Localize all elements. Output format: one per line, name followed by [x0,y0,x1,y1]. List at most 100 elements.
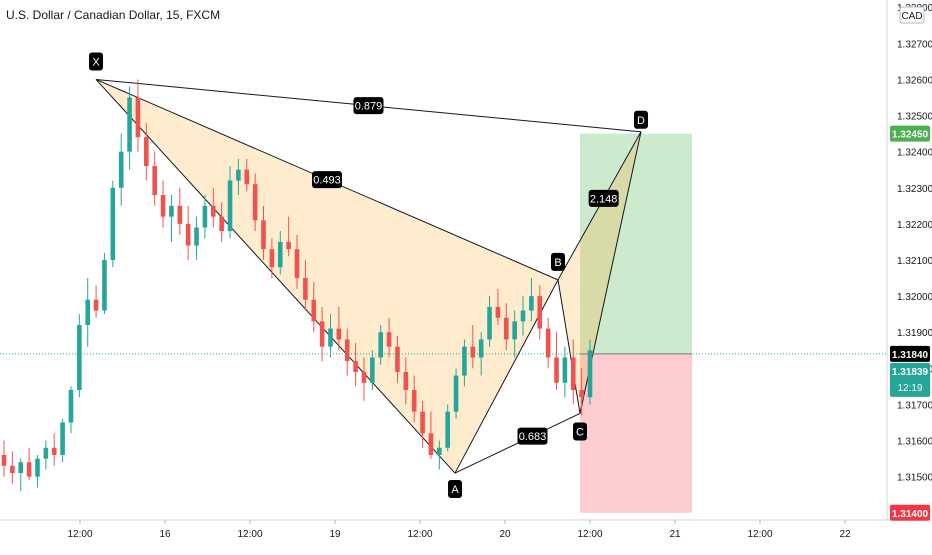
candle [10,451,15,484]
point-label: X [89,52,103,71]
candle-body [277,241,283,268]
candle-body [269,249,275,268]
candle-body [462,346,467,376]
candle-body [370,357,375,383]
candle [554,332,559,390]
y-tick-label: 1.32200 [897,220,932,231]
price-line-tag: 1.31840 [890,345,930,362]
candle [102,252,107,315]
point-label-box [448,480,462,499]
candle [311,281,317,333]
y-tick-label: 1.32500 [897,112,932,123]
chart-title: U.S. Dollar / Canadian Dollar, 15, FXCM [6,8,221,22]
candle-body [160,195,166,217]
candle [43,440,49,470]
candle [244,158,250,192]
candle [336,306,342,351]
candle-body [177,205,183,224]
candle-body [319,321,325,347]
take-profit-tag: 1.32450 [890,125,930,142]
candle-body [361,371,367,383]
candle [344,328,350,376]
point-label: A [448,480,462,499]
candle-body [437,447,442,455]
currency-badge[interactable]: CAD [899,6,925,24]
pattern-labels: 0.879 0.493 2.148 0.683 X A B C D [0,52,887,499]
candle-body [545,328,551,358]
y-tick-label: 1.32400 [897,148,932,159]
candle [411,375,417,423]
candle-body [10,465,15,474]
candle-body [453,375,459,412]
candle-body [529,296,534,311]
candle [227,166,233,239]
point-label: D [634,110,648,129]
candle-body [420,411,425,434]
harmonic-pattern [95,78,642,474]
y-tick-label: 1.32600 [897,75,932,86]
last-price-tag-box [890,362,930,397]
point-label-box [634,110,648,129]
x-tick-label: 21 [669,529,681,540]
candle-body [503,317,509,340]
candle [236,158,241,195]
axes: 1.315001.316001.317001.318001.319001.320… [67,3,932,540]
candle [512,310,517,358]
candle-body [210,205,216,217]
pattern-triangle-xab [95,78,559,474]
candle [144,122,149,181]
candle [110,180,116,268]
point-label-text: A [451,484,459,496]
candle-series [1,79,593,492]
point-label-box [89,52,103,71]
candle [1,440,7,477]
point-label-text: X [92,56,100,68]
candle [219,202,224,242]
ratio-label: 0.683 [517,427,548,445]
y-tick-label: 1.31700 [897,400,932,411]
candle-body [85,299,91,325]
candle [370,350,375,390]
candle-body [77,325,82,390]
candle-body [403,371,409,390]
point-label: B [551,252,565,271]
x-tick-label: 20 [499,529,511,540]
candle-body [194,227,199,246]
candle [294,234,300,289]
candle-body [554,357,559,383]
stop-loss-tag-text: 1.31400 [892,509,929,520]
x-tick-label: 19 [329,529,341,540]
last-price-countdown: 12:19 [897,383,922,394]
ratio-label-text: 0.493 [313,175,341,187]
take-profit-zone[interactable] [580,133,692,354]
candle [18,458,24,492]
x-tick-label: 22 [839,529,851,540]
point-label-text: C [576,426,584,438]
candle-body [26,462,32,477]
candle-body [411,390,417,412]
candle-body [51,447,57,455]
candle [437,440,442,470]
candle-body [445,411,450,448]
candle [118,133,124,206]
candle-body [60,422,65,455]
candle [252,173,258,232]
stop-loss-zone[interactable] [580,353,692,513]
candle [26,447,32,481]
candle [445,404,450,452]
candle [353,343,358,387]
candle-body [227,180,233,232]
point-label-box [551,252,565,271]
trade-zones [580,133,692,513]
candle [453,368,459,419]
take-profit-tag-box [890,125,930,142]
candle-body [286,241,291,250]
candle-body [244,169,250,185]
candle-body [562,357,568,383]
y-tick-label: 1.32000 [897,292,932,303]
candle-body [311,299,317,322]
candle-body [110,187,116,260]
candle-body [520,310,526,322]
pattern-line-ac [454,413,581,474]
